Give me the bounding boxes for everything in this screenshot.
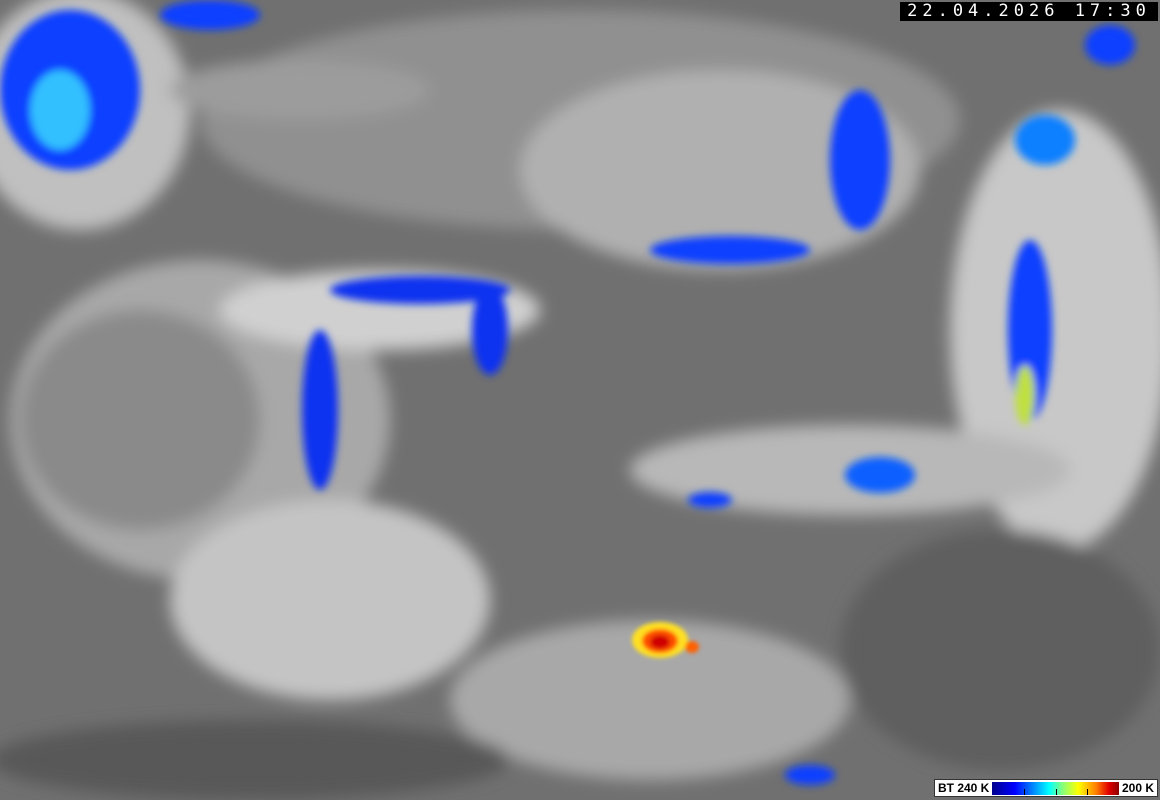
- colorbar-tick: [1087, 788, 1089, 795]
- timestamp-label: 22.04.2026 17:30: [900, 2, 1158, 21]
- colorbar-tick: [1055, 788, 1057, 795]
- brightness-temperature-colorbar: BT 240 K 200 K: [934, 779, 1158, 797]
- colorbar-min-label: BT 240 K: [938, 781, 990, 795]
- colorbar-gradient: [992, 781, 1119, 795]
- convective-cell: [632, 622, 699, 658]
- colorbar-max-label: 200 K: [1121, 781, 1154, 795]
- cold-cloud-tops: [0, 0, 1135, 785]
- colorbar-tick: [1024, 788, 1025, 795]
